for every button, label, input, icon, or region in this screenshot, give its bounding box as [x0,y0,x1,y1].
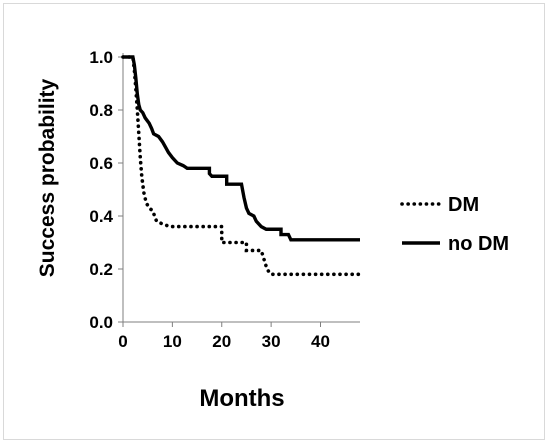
x-axis-title: Months [199,385,284,412]
x-tick-label: 10 [163,332,182,351]
y-tick-label: 0.8 [89,101,113,120]
legend: DM no DM [400,194,509,255]
series-line-dm [121,55,362,277]
legend-label-no-dm: no DM [448,233,509,255]
y-tick-label: 0.2 [89,260,113,279]
series-layer [121,55,362,277]
y-tick-label: 1.0 [89,48,113,67]
x-tick-label: 20 [212,332,231,351]
x-tick-label: 30 [262,332,281,351]
x-tick-label: 40 [311,332,330,351]
legend-label-dm: DM [448,194,479,216]
y-tick-label: 0.4 [89,207,113,226]
chart-frame [3,3,545,440]
y-axis-title: Success probability [36,78,59,277]
series-line-no-dm [123,55,360,242]
y-tick-label: 0.0 [89,313,113,332]
x-tick-label: 0 [118,332,127,351]
y-tick-label: 0.6 [89,154,113,173]
axes: 0.0 0.2 0.4 0.6 0.8 1.0 0 10 20 30 40 [89,48,360,351]
